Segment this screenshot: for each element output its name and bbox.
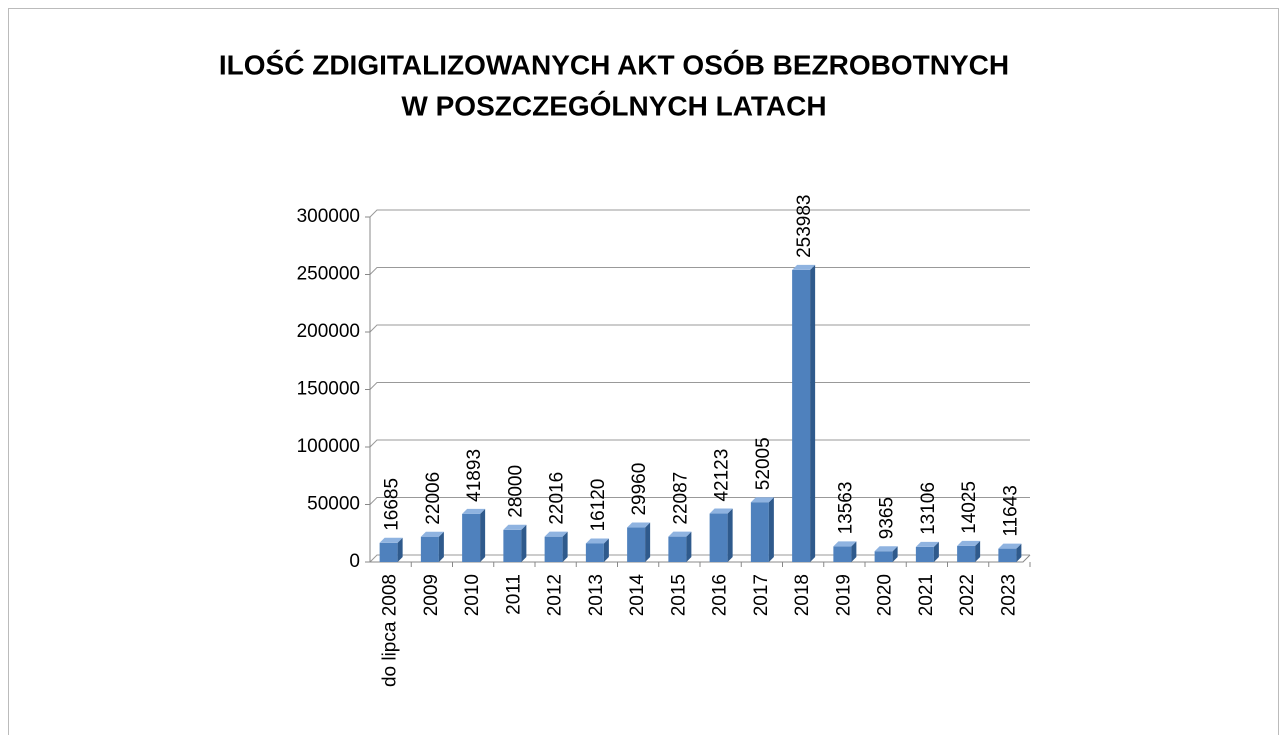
value-label: 16685 — [382, 478, 403, 531]
bar-top — [544, 531, 568, 537]
value-label: 16120 — [588, 479, 609, 532]
value-label: 41893 — [464, 449, 485, 502]
y-tick-label: 300000 — [297, 206, 360, 227]
y-tick-label: 50000 — [307, 494, 360, 515]
bar-side — [686, 531, 692, 562]
x-tick-label: 2018 — [792, 574, 813, 616]
grid-line — [369, 209, 1030, 218]
y-tick-label: 100000 — [297, 436, 360, 457]
bar-top — [874, 546, 898, 552]
x-tick-label: 2011 — [503, 574, 524, 615]
bar-side — [727, 508, 733, 562]
bar — [420, 536, 439, 562]
bar — [462, 513, 481, 562]
bar — [503, 529, 522, 562]
x-tick-label: 2014 — [627, 574, 648, 617]
x-tick-label: 2016 — [710, 574, 731, 616]
bar — [874, 551, 893, 562]
value-label: 29960 — [629, 463, 650, 516]
x-tick-label: 2022 — [957, 574, 978, 616]
bar-top — [379, 537, 403, 543]
value-label: 13563 — [835, 482, 856, 535]
x-tick-label: 2023 — [998, 574, 1019, 616]
value-label: 9365 — [877, 497, 898, 539]
bar — [585, 543, 604, 562]
y-tick-label: 150000 — [297, 379, 360, 400]
bar — [709, 513, 728, 562]
value-label: 42123 — [712, 449, 733, 502]
bar-top — [998, 543, 1022, 549]
bar — [792, 269, 811, 562]
chart-title: ILOŚĆ ZDIGITALIZOWANYCH AKT OSÓB BEZROBO… — [219, 49, 1009, 80]
bar — [668, 536, 687, 562]
bar — [957, 545, 976, 562]
bar-side — [933, 541, 939, 562]
bar-side — [975, 540, 981, 562]
bar-side — [480, 508, 486, 562]
bar-top — [585, 538, 609, 544]
bar-top — [833, 541, 857, 547]
bar-side — [397, 537, 403, 562]
bar-side — [892, 546, 898, 562]
bar-side — [521, 524, 527, 562]
bar — [627, 527, 646, 562]
bar — [379, 542, 398, 562]
chart-title: W POSZCZEGÓLNYCH LATACH — [401, 90, 826, 121]
bar-top — [668, 531, 692, 537]
x-tick-label: 2021 — [916, 574, 937, 616]
value-label: 253983 — [794, 195, 815, 258]
bar-side — [603, 538, 609, 562]
bar-side — [645, 522, 651, 562]
bar-top — [420, 531, 444, 537]
bar-side — [810, 264, 816, 562]
value-label: 13106 — [918, 482, 939, 535]
x-tick-label: 2017 — [751, 574, 772, 616]
bar — [833, 546, 852, 562]
y-tick-label: 250000 — [297, 264, 360, 285]
value-label: 22087 — [670, 472, 691, 525]
bar-side — [851, 541, 857, 562]
bar-top — [792, 264, 816, 270]
bar-top — [503, 524, 527, 530]
bar — [915, 546, 934, 562]
chart-frame — [8, 8, 1279, 735]
x-tick-label: 2020 — [875, 574, 896, 616]
x-tick-label: 2013 — [586, 574, 607, 616]
bar-top — [709, 508, 733, 514]
bar-side — [1016, 543, 1022, 562]
bar-top — [915, 541, 939, 547]
bar — [544, 536, 563, 562]
bar-top — [750, 497, 774, 503]
x-tick-label: 2010 — [462, 574, 483, 616]
bar-top — [462, 508, 486, 514]
bar — [750, 502, 769, 562]
x-tick-label: do lipca 2008 — [380, 574, 401, 687]
bar-top — [627, 522, 651, 528]
bar — [998, 548, 1017, 562]
bar-side — [562, 531, 568, 562]
value-label: 11643 — [1000, 485, 1021, 536]
value-label: 22006 — [423, 472, 444, 525]
bar-side — [768, 497, 774, 562]
x-tick-label: 2015 — [668, 574, 689, 616]
value-label: 52005 — [753, 437, 774, 490]
value-label: 14025 — [959, 481, 980, 534]
bar-side — [438, 531, 444, 562]
x-tick-label: 2009 — [421, 574, 442, 616]
x-tick-label: 2012 — [545, 574, 566, 616]
value-label: 28000 — [505, 465, 526, 518]
y-tick-label: 200000 — [297, 321, 360, 342]
value-label: 22016 — [547, 472, 568, 525]
x-tick-label: 2019 — [833, 574, 854, 616]
y-tick-label: 0 — [349, 551, 360, 572]
bar-top — [957, 540, 981, 546]
